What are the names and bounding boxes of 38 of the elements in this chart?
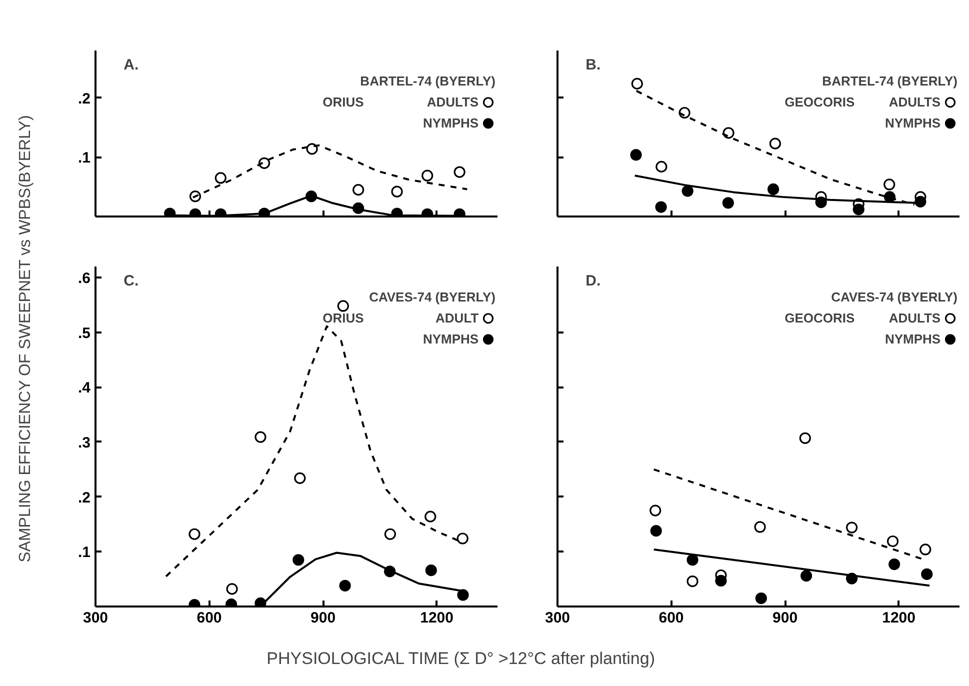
y-tick-label: .2	[78, 489, 91, 506]
text: CAVES-74 (BYERLY)	[369, 289, 496, 304]
annotation: GEOCORIS	[784, 310, 856, 326]
y-tick-label: .4	[78, 380, 92, 397]
text: CAVES-74 (BYERLY)	[831, 289, 958, 304]
annotation: ORIUS	[322, 310, 364, 326]
legend-label: NYMPHS	[422, 115, 479, 130]
legend-label: ADULTS	[426, 94, 479, 110]
y-tick-label: .5	[78, 324, 91, 342]
annotation: GEOCORIS	[784, 94, 856, 110]
text: BARTEL-74 (BYERLY)	[822, 73, 958, 88]
x-tick-label: 300	[82, 610, 108, 626]
chart-title: D.	[586, 272, 601, 290]
y-axis-title: SAMPLING EFFICIENCY OF SWEEPNET vs WPBS(BYERLY)	[16, 115, 34, 562]
y-tick-label: .1	[78, 150, 91, 167]
legend-label: NYMPHS	[884, 331, 941, 346]
text: BARTEL-74 (BYERLY)	[360, 73, 496, 88]
legend-label: NYMPHS	[422, 331, 479, 346]
legend-label: ADULT	[436, 310, 479, 326]
text: A.	[124, 56, 139, 74]
text: B.	[586, 56, 601, 74]
legend-label: ADULTS	[888, 310, 941, 326]
x-tick-label: 600	[658, 610, 684, 626]
x-tick-label: 1200	[882, 610, 916, 626]
annotation: ORIUS	[322, 94, 364, 110]
y-tick-label: .3	[78, 434, 91, 452]
y-tick-label: .1	[78, 544, 91, 562]
y-tick-label: .2	[78, 90, 91, 108]
y-tick-label: .6	[78, 270, 91, 287]
x-tick-label: 900	[310, 610, 336, 626]
x-tick-label: 900	[772, 610, 798, 626]
x-tick-label: 300	[544, 610, 570, 626]
chart-title: C.	[124, 272, 139, 290]
x-tick-label: 1200	[420, 610, 454, 626]
legend-label: NYMPHS	[884, 115, 941, 130]
x-tick-label: 600	[196, 610, 222, 626]
legend-label: ADULTS	[888, 94, 941, 110]
x-axis-title: PHYSIOLOGICAL TIME (Σ D° >12°C after planting)	[266, 649, 655, 668]
